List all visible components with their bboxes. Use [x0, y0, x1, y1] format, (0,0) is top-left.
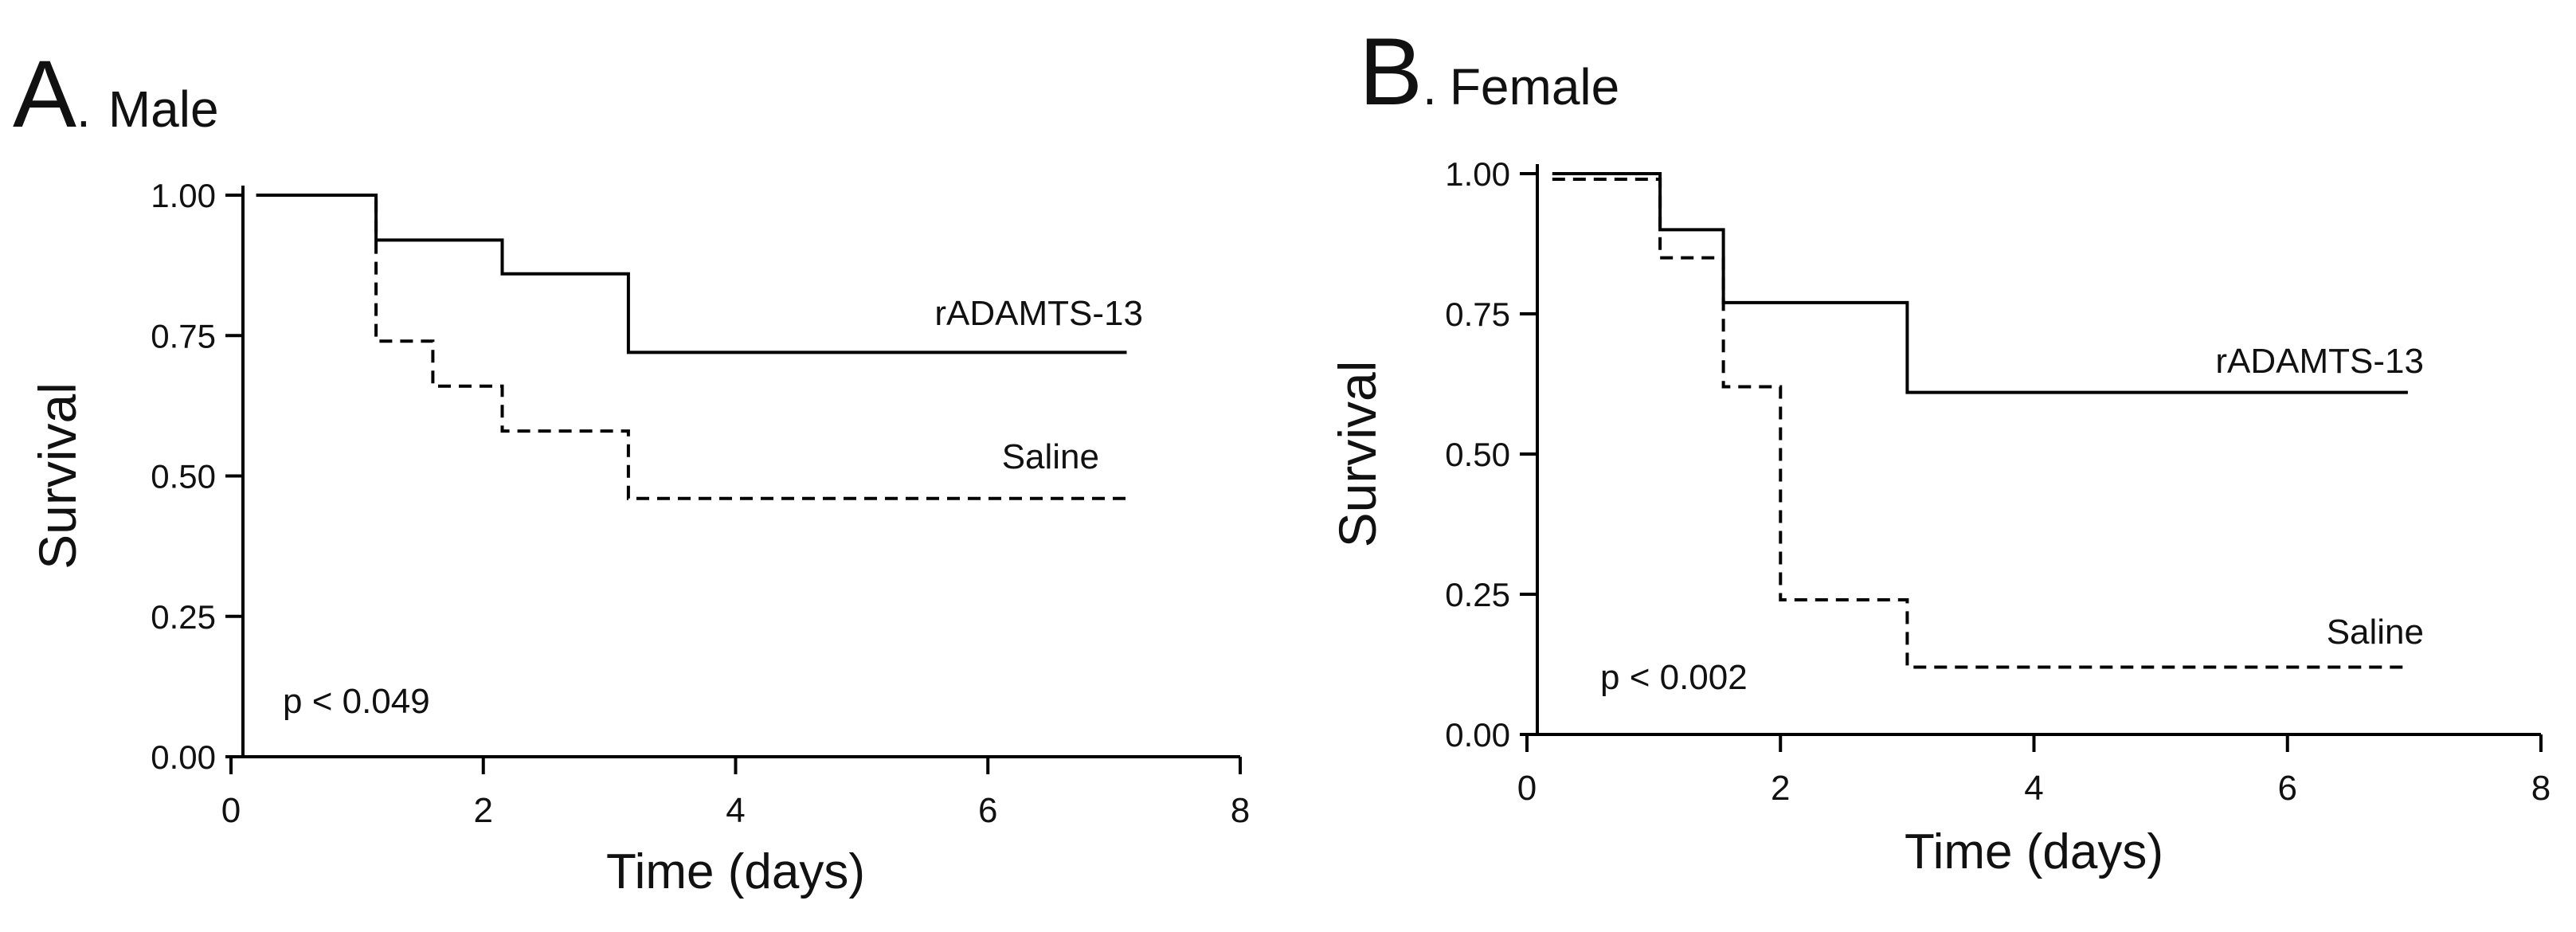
- male-y-axis-title: Survival: [28, 382, 87, 570]
- female-y-tick-label: 1.00: [1445, 155, 1510, 193]
- male-x-axis-title: Time (days): [606, 844, 865, 899]
- female-y-axis-title: Survival: [1328, 361, 1387, 548]
- panel-a-heading: A . Male: [13, 46, 219, 142]
- panel-a-letter: A: [13, 41, 77, 147]
- female-series-label-radamts-13: rADAMTS-13: [2215, 342, 2424, 381]
- male-x-tick-label: 6: [978, 791, 997, 830]
- male-survival-chart: 0 2 4 6 8 0.00 0.25 0.50 0.75 1.00 Time (days) Surv…: [28, 177, 1250, 899]
- male-x-tick-label: 4: [726, 791, 745, 830]
- male-x-tick-label: 0: [221, 791, 241, 830]
- female-y-tick-label: 0.50: [1445, 436, 1510, 473]
- panel-a-dot: .: [76, 80, 91, 138]
- female-x-tick-label: 4: [2024, 769, 2043, 808]
- female-survival-chart: 0 2 4 6 8 0.00 0.25 0.50 0.75 1.00 Time (days) Surv…: [1328, 155, 2551, 879]
- male-series-label-radamts-13: rADAMTS-13: [934, 294, 1143, 333]
- male-y-tick-label: 0.25: [151, 598, 216, 636]
- female-series-saline: [1552, 178, 2408, 669]
- panel-b-title: Female: [1449, 58, 1620, 116]
- female-y-tick-label: 0.25: [1445, 576, 1510, 613]
- male-x-tick-label: 2: [474, 791, 493, 830]
- male-y-tick-label: 0.00: [151, 738, 216, 776]
- panel-b-letter: B: [1359, 18, 1423, 125]
- female-series-label-saline: Saline: [2327, 613, 2424, 652]
- female-x-tick-label: 8: [2531, 769, 2551, 808]
- male-x-tick-label: 8: [1231, 791, 1250, 830]
- female-x-tick-label: 0: [1517, 769, 1537, 808]
- panel-b-dot: .: [1423, 58, 1437, 116]
- panel-b-heading: B . Female: [1359, 24, 1619, 119]
- panel-a-title: Male: [108, 80, 219, 138]
- female-x-axis-title: Time (days): [1905, 824, 2163, 879]
- male-series-label-saline: Saline: [1002, 437, 1099, 476]
- female-y-tick-label: 0.75: [1445, 296, 1510, 333]
- male-p-value: p < 0.049: [283, 682, 430, 721]
- male-y-tick-label: 0.50: [151, 458, 216, 495]
- female-p-value: p < 0.002: [1600, 658, 1748, 697]
- female-x-tick-label: 6: [2278, 769, 2297, 808]
- female-x-tick-label: 2: [1771, 769, 1790, 808]
- male-series-saline: [256, 194, 1127, 500]
- male-y-tick-label: 0.75: [151, 317, 216, 354]
- female-y-tick-label: 0.00: [1445, 716, 1510, 754]
- male-y-tick-label: 1.00: [151, 177, 216, 214]
